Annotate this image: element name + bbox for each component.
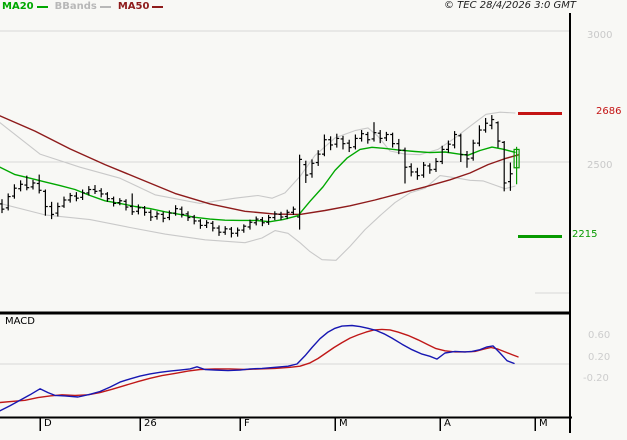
- macd-panel-title: MACD: [5, 316, 35, 327]
- legend: MA20 BBands MA50: [2, 2, 164, 12]
- x-axis-label-apr: A: [444, 418, 451, 429]
- legend-bbands-label: BBands: [54, 1, 97, 12]
- x-axis-label-may: M: [539, 418, 548, 429]
- copyright-stamp: © TEC 28/4/2026 3:0 GMT: [444, 0, 576, 11]
- price-label-3000: 3000: [587, 30, 613, 41]
- legend-ma20-label: MA20: [2, 1, 34, 12]
- price-label-resistance: 2686: [596, 106, 622, 117]
- x-axis-label-dec: D: [44, 418, 52, 429]
- x-axis-label-feb: F: [244, 418, 250, 429]
- macd-scale-neg020: -0.20: [583, 373, 609, 384]
- legend-ma50-label: MA50: [117, 1, 150, 12]
- price-label-2500: 2500: [587, 160, 613, 171]
- legend-item-ma50: MA50: [118, 2, 164, 12]
- x-axis-label-mar: M: [339, 418, 348, 429]
- x-axis-label-26: 26: [144, 418, 157, 429]
- price-label-support: 2215: [572, 229, 598, 240]
- legend-item-ma20: MA20: [2, 2, 48, 12]
- macd-scale-020: 0.20: [588, 352, 611, 363]
- ma20-line-swatch: [36, 6, 48, 8]
- macd-scale-060: 0.60: [588, 330, 611, 341]
- bbands-line-swatch: [99, 6, 111, 8]
- ma50-line-swatch: [152, 6, 164, 8]
- legend-item-bbands: BBands: [55, 2, 111, 12]
